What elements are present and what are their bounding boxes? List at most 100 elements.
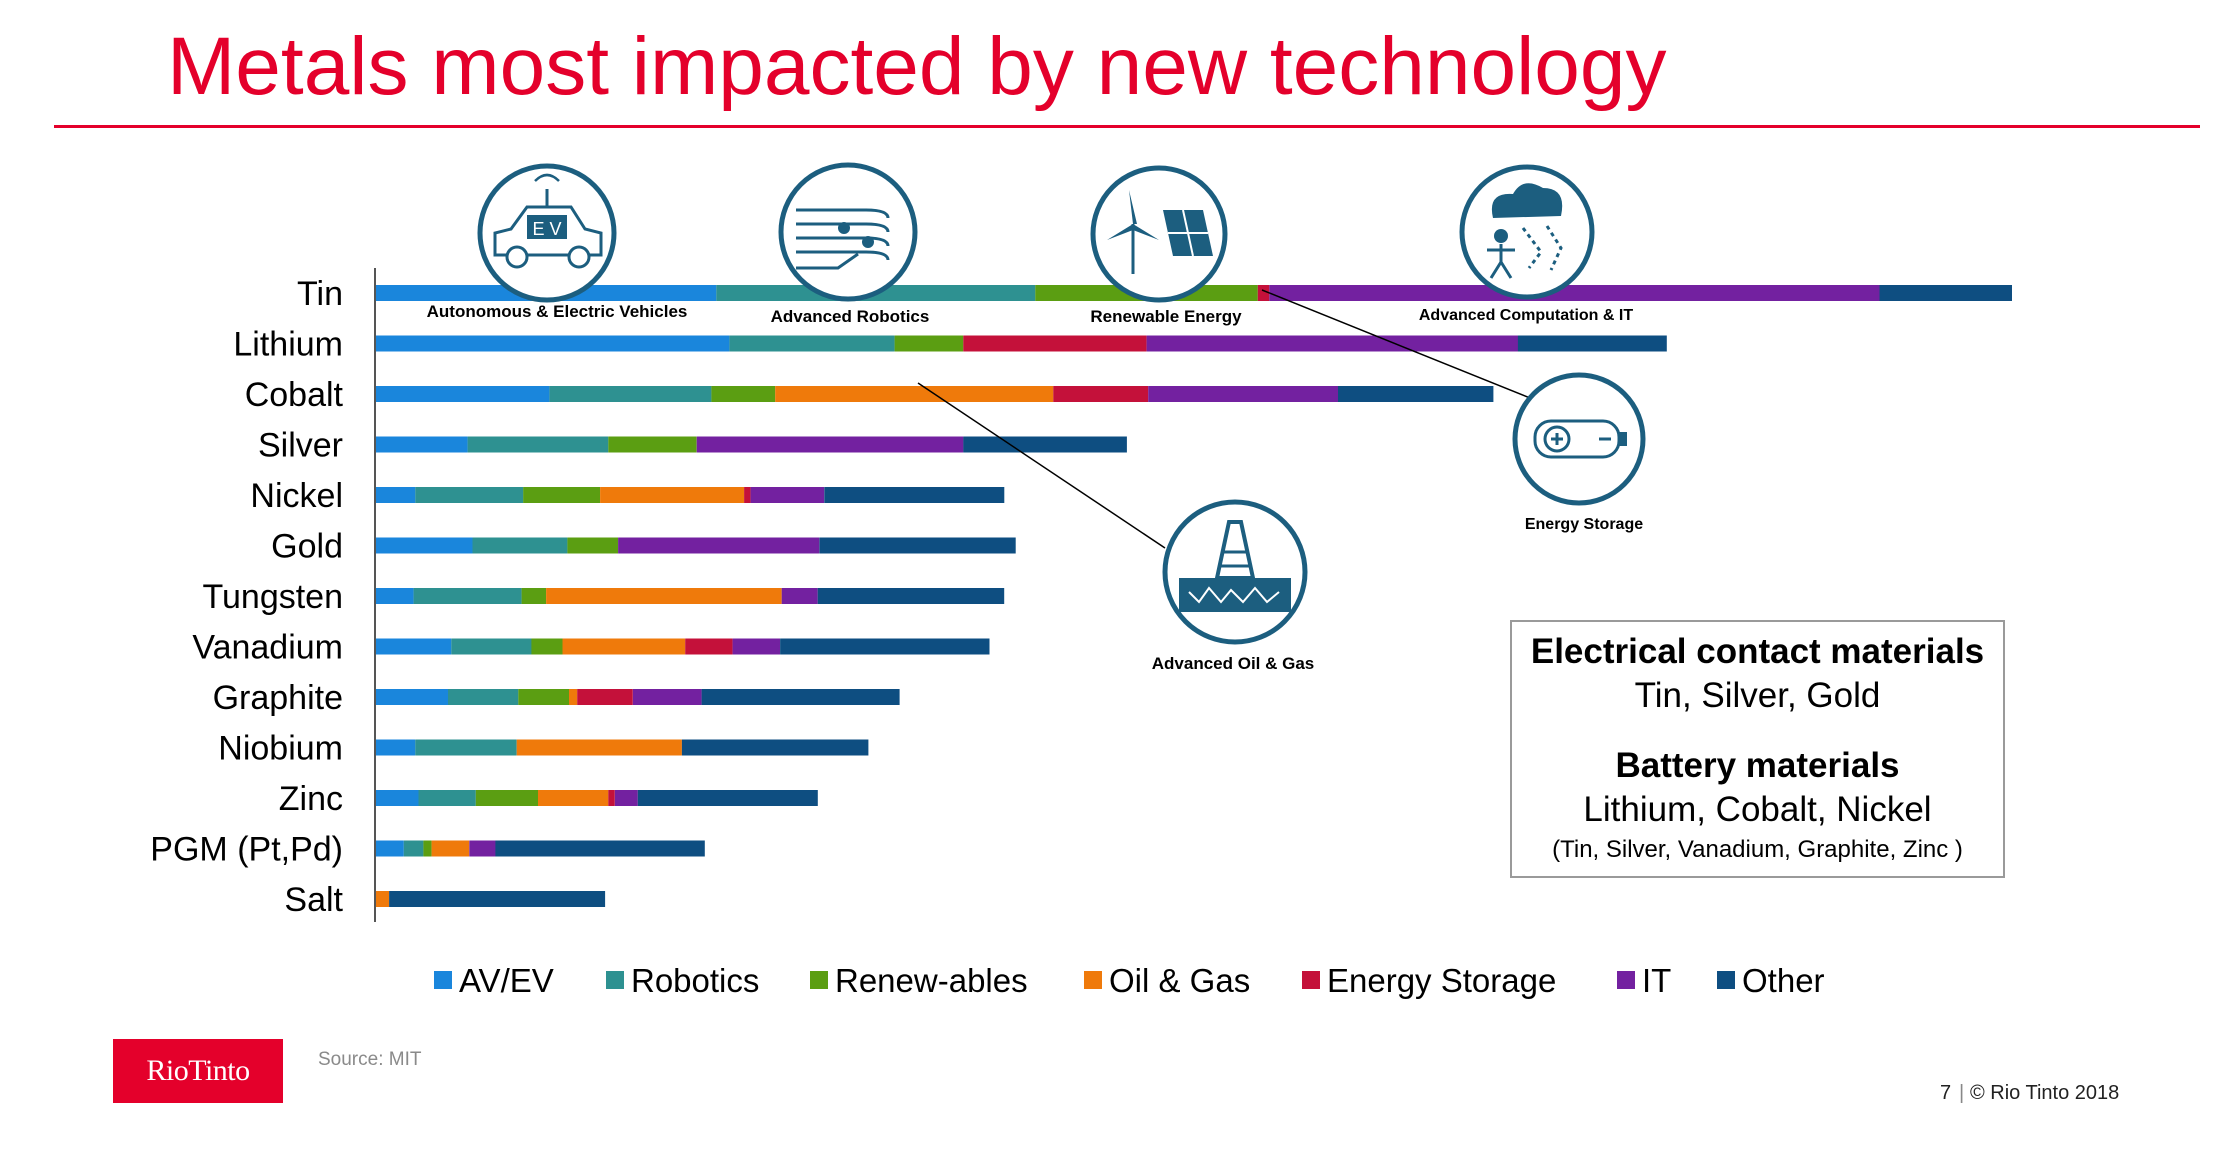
legend-item-energy-storage: Energy Storage	[1302, 962, 1556, 999]
title-underline	[54, 125, 2200, 128]
cloud-computing-icon	[1487, 183, 1563, 279]
legend-swatch-it	[1617, 971, 1635, 989]
annotation-autonomous-electric-vehicles: E V Autonomous & Electric Vehicles	[427, 163, 688, 321]
annotation-advanced-computation-it: Advanced Computation & IT	[1419, 164, 1633, 324]
annotation-label-autonomous-electric-vehicles: Autonomous & Electric Vehicles	[427, 302, 688, 321]
bar-segment-nickel-it	[750, 487, 825, 503]
bar-segment-niobium-other	[681, 739, 869, 756]
legend-label-av-ev: AV/EV	[459, 962, 554, 999]
battery-materials-items: Lithium, Cobalt, Nickel	[1583, 790, 1932, 829]
bar-segment-niobium-oil-gas	[516, 739, 682, 756]
annotation-label-advanced-computation-it: Advanced Computation & IT	[1419, 307, 1633, 324]
bar-segment-graphite-other	[701, 689, 900, 705]
svg-text:E V: E V	[532, 219, 561, 239]
bar-segment-tungsten-oil-gas	[546, 588, 782, 604]
bar-segment-tin-energy-storage	[1257, 285, 1270, 301]
bar-segment-graphite-av-ev	[376, 689, 448, 705]
category-label-tin: Tin	[297, 275, 343, 313]
category-label-pgm-pt-pd: PGM (Pt,Pd)	[150, 831, 343, 869]
bar-segment-cobalt-energy-storage	[1053, 386, 1149, 402]
footer-separator: |	[1959, 1082, 1965, 1104]
technology-annotations: E V Autonomous & Electric Vehicles Advance…	[427, 162, 1646, 673]
electrical-contact-items: Tin, Silver, Gold	[1634, 676, 1881, 715]
bar-segment-nickel-robotics	[415, 487, 524, 503]
bar-segment-pgm-pt-pd-other	[495, 840, 705, 857]
category-label-zinc: Zinc	[279, 780, 343, 818]
bar-segment-lithium-energy-storage	[963, 335, 1147, 352]
legend-swatch-robotics	[606, 971, 624, 989]
bar-segment-zinc-oil-gas	[538, 790, 609, 806]
legend-label-it: IT	[1642, 962, 1671, 999]
bar-segment-lithium-av-ev	[376, 335, 730, 352]
bar-segment-cobalt-av-ev	[376, 386, 550, 402]
legend-label-oil-gas: Oil & Gas	[1109, 962, 1250, 999]
wind-solar-icon	[1107, 190, 1213, 274]
legend-swatch-renew-ables	[810, 971, 828, 989]
legend-item-renew-ables: Renew-ables	[810, 962, 1028, 999]
annotation-circle	[1512, 372, 1646, 506]
bar-segment-nickel-oil-gas	[600, 487, 745, 503]
bar-segment-cobalt-oil-gas	[775, 386, 1054, 402]
category-label-tungsten: Tungsten	[203, 578, 344, 616]
bar-segment-pgm-pt-pd-av-ev	[376, 840, 404, 857]
bar-segment-vanadium-energy-storage	[685, 638, 733, 655]
bar-segment-zinc-robotics	[418, 790, 476, 806]
annotation-energy-storage: Energy Storage	[1512, 372, 1646, 533]
annotation-label-renewable-energy: Renewable Energy	[1090, 307, 1242, 326]
legend-item-it: IT	[1617, 962, 1671, 999]
bar-segment-tungsten-other	[817, 588, 1005, 604]
category-label-graphite: Graphite	[213, 679, 343, 717]
legend-item-other: Other	[1717, 962, 1825, 999]
bar-segment-niobium-robotics	[415, 739, 517, 756]
category-label-vanadium: Vanadium	[192, 629, 343, 667]
bar-segment-graphite-it	[632, 689, 702, 705]
electrical-contact-title: Electrical contact materials	[1530, 632, 1985, 671]
category-label-lithium: Lithium	[233, 326, 343, 364]
legend-label-robotics: Robotics	[631, 962, 759, 999]
bar-segment-cobalt-renew-ables	[711, 386, 776, 402]
category-label-nickel: Nickel	[250, 477, 343, 515]
page-number: 7	[1940, 1082, 1952, 1104]
bar-segment-pgm-pt-pd-robotics	[403, 840, 424, 857]
bar-segment-niobium-av-ev	[376, 739, 416, 756]
category-label-silver: Silver	[258, 427, 343, 465]
bar-segment-vanadium-oil-gas	[562, 638, 686, 655]
legend-item-oil-gas: Oil & Gas	[1084, 962, 1250, 999]
annotation-label-advanced-robotics: Advanced Robotics	[771, 307, 930, 326]
bar-segment-silver-it	[696, 436, 964, 453]
bar-segment-tungsten-robotics	[413, 588, 522, 604]
legend-item-av-ev: AV/EV	[434, 962, 554, 999]
annotation-label-advanced-oil-gas: Advanced Oil & Gas	[1152, 654, 1315, 673]
chart-legend: AV/EV Robotics Renew-ables Oil & Gas Energy …	[434, 962, 1825, 999]
bar-segment-gold-it	[618, 537, 820, 554]
bar-segment-salt-other	[389, 891, 606, 907]
bar-segment-cobalt-other	[1338, 386, 1494, 402]
bar-segment-gold-robotics	[472, 537, 568, 554]
legend-label-energy-storage: Energy Storage	[1327, 962, 1556, 999]
bar-segment-lithium-it	[1146, 335, 1518, 352]
bar-segment-zinc-it	[614, 790, 638, 806]
bar-segment-silver-other	[963, 436, 1127, 453]
category-labels: Tin Lithium Cobalt Silver Nickel Gold Tungsten…	[150, 275, 343, 919]
bar-segment-cobalt-robotics	[549, 386, 712, 402]
category-label-niobium: Niobium	[218, 730, 343, 768]
bar-segment-tin-other	[1879, 285, 2012, 301]
bar-segment-tungsten-renew-ables	[521, 588, 547, 604]
bar-segment-pgm-pt-pd-renew-ables	[423, 840, 432, 857]
bar-segment-lithium-robotics	[729, 335, 895, 352]
bar-segment-nickel-other	[824, 487, 1005, 503]
bar-segment-vanadium-renew-ables	[531, 638, 563, 655]
bar-segment-lithium-renew-ables	[894, 335, 964, 352]
category-label-cobalt: Cobalt	[245, 376, 344, 414]
bar-segment-gold-other	[819, 537, 1016, 554]
annotation-label-energy-storage: Energy Storage	[1525, 516, 1643, 533]
bar-segment-zinc-av-ev	[376, 790, 419, 806]
bar-segment-pgm-pt-pd-oil-gas	[431, 840, 470, 857]
bar-segment-vanadium-it	[732, 638, 780, 655]
bar-segment-silver-renew-ables	[608, 436, 697, 453]
category-label-gold: Gold	[271, 528, 343, 566]
bar-segment-tungsten-av-ev	[376, 588, 414, 604]
bar-segment-cobalt-it	[1148, 386, 1338, 402]
bar-segment-zinc-energy-storage	[608, 790, 615, 806]
legend-label-renew-ables: Renew-ables	[835, 962, 1028, 999]
